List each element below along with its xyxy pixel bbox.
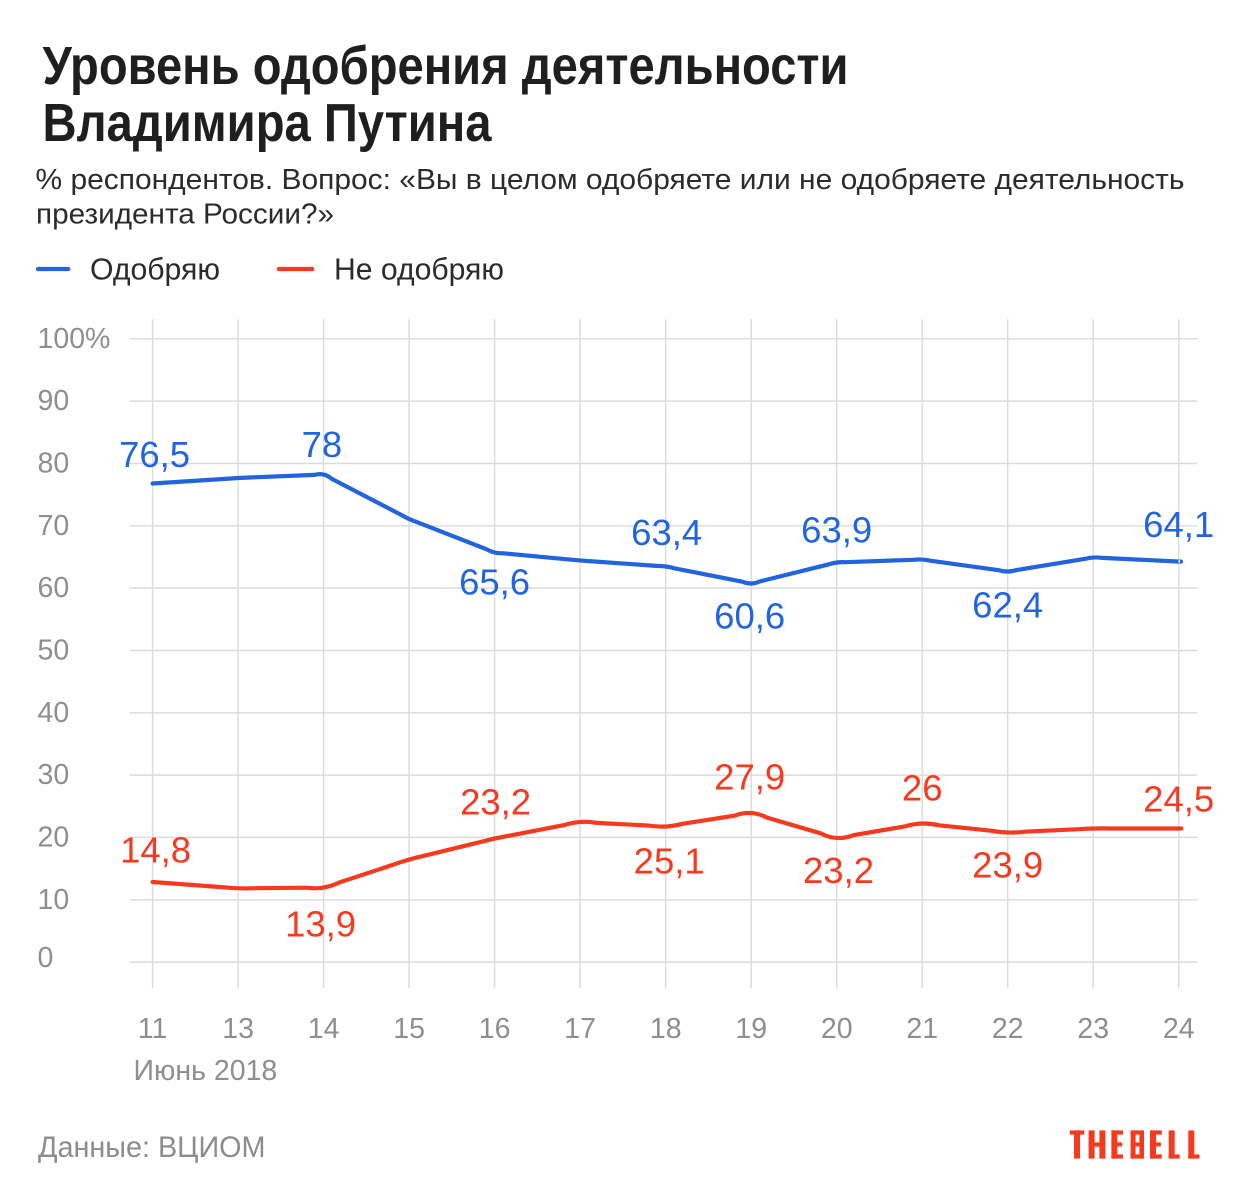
- svg-text:15: 15: [393, 1013, 425, 1045]
- svg-text:30: 30: [38, 759, 70, 791]
- svg-text:% респондентов. Вопрос: «Вы в: % респондентов. Вопрос: «Вы в целом одоб…: [36, 164, 1185, 196]
- svg-text:Владимира Путина: Владимира Путина: [43, 93, 493, 153]
- svg-text:90: 90: [38, 385, 70, 417]
- svg-text:Данные: ВЦИОМ: Данные: ВЦИОМ: [38, 1131, 266, 1164]
- svg-text:22: 22: [992, 1013, 1024, 1045]
- svg-text:60,6: 60,6: [714, 596, 785, 637]
- svg-text:13: 13: [222, 1013, 254, 1045]
- svg-text:20: 20: [821, 1013, 853, 1045]
- svg-text:14,8: 14,8: [120, 829, 191, 870]
- svg-text:70: 70: [38, 510, 70, 542]
- svg-text:65,6: 65,6: [459, 561, 530, 602]
- svg-text:50: 50: [38, 635, 70, 667]
- svg-text:27,9: 27,9: [714, 757, 785, 798]
- svg-text:100%: 100%: [38, 323, 111, 355]
- svg-text:78: 78: [302, 424, 343, 465]
- svg-text:26: 26: [902, 768, 943, 809]
- svg-text:23: 23: [1077, 1013, 1109, 1045]
- svg-text:76,5: 76,5: [119, 434, 190, 475]
- svg-text:10: 10: [38, 884, 70, 916]
- svg-text:25,1: 25,1: [634, 841, 705, 882]
- svg-text:40: 40: [38, 697, 70, 729]
- svg-text:63,4: 63,4: [631, 512, 702, 553]
- svg-text:64,1: 64,1: [1143, 504, 1214, 545]
- svg-text:президента России?»: президента России?»: [36, 198, 334, 230]
- svg-text:Уровень одобрения деятельности: Уровень одобрения деятельности: [43, 36, 849, 96]
- svg-text:13,9: 13,9: [285, 904, 356, 945]
- svg-text:Июнь 2018: Июнь 2018: [134, 1055, 278, 1087]
- svg-text:23,2: 23,2: [803, 850, 874, 891]
- svg-text:24: 24: [1163, 1013, 1195, 1045]
- svg-text:62,4: 62,4: [972, 584, 1043, 625]
- svg-text:21: 21: [906, 1013, 938, 1045]
- svg-text:24,5: 24,5: [1143, 779, 1214, 820]
- svg-text:19: 19: [735, 1013, 767, 1045]
- svg-text:20: 20: [38, 821, 70, 853]
- svg-text:14: 14: [308, 1013, 340, 1045]
- svg-text:0: 0: [38, 942, 54, 974]
- svg-text:63,9: 63,9: [801, 509, 872, 550]
- svg-text:11: 11: [138, 1013, 168, 1045]
- svg-text:Одобряю: Одобряю: [90, 252, 220, 287]
- svg-text:18: 18: [650, 1013, 682, 1045]
- svg-text:17: 17: [564, 1013, 596, 1045]
- svg-text:Не одобряю: Не одобряю: [334, 252, 504, 287]
- svg-text:60: 60: [38, 572, 70, 604]
- svg-text:23,2: 23,2: [460, 781, 531, 822]
- svg-text:23,9: 23,9: [972, 845, 1043, 886]
- svg-text:16: 16: [479, 1013, 511, 1045]
- svg-text:80: 80: [38, 448, 70, 480]
